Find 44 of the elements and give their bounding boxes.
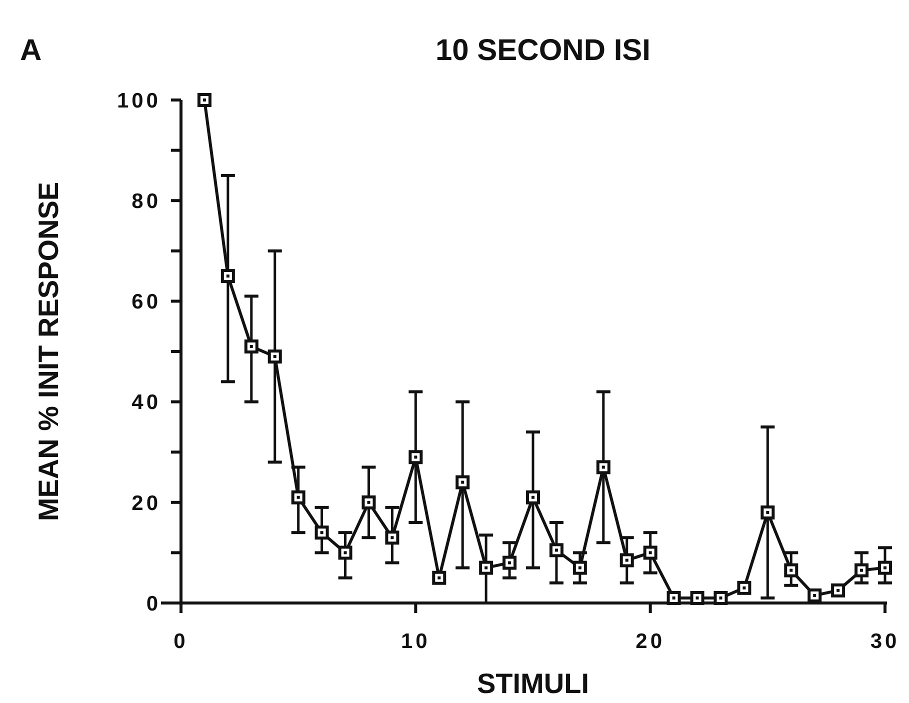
x-tick-label: 30 — [870, 630, 900, 653]
point — [831, 583, 846, 598]
point — [643, 546, 658, 560]
x-tick-label: 10 — [400, 630, 430, 653]
point — [549, 543, 564, 558]
point — [808, 588, 822, 602]
y-tick-label: 20 — [132, 492, 161, 515]
point — [784, 563, 798, 578]
point — [385, 530, 400, 545]
point — [596, 460, 610, 474]
y-tick-label: 40 — [132, 391, 161, 414]
point — [572, 560, 587, 575]
point — [362, 495, 376, 510]
x-axis-title: STIMULI — [477, 668, 589, 699]
point — [620, 553, 634, 568]
point — [456, 475, 470, 490]
y-tick-label: 60 — [132, 290, 161, 314]
point — [690, 590, 704, 605]
point — [338, 546, 352, 560]
point — [479, 560, 494, 575]
point — [268, 350, 282, 364]
y-axis-title: MEAN % INIT RESPONSE — [33, 182, 64, 522]
point — [502, 556, 517, 570]
point — [854, 563, 869, 578]
text: A — [20, 34, 42, 67]
y-tick-label: 100 — [116, 89, 161, 112]
point — [220, 269, 235, 284]
point — [714, 590, 728, 605]
point — [291, 490, 306, 504]
y-tick-label: 80 — [132, 190, 161, 213]
point — [432, 570, 446, 585]
point — [737, 580, 752, 595]
point — [408, 450, 423, 464]
point — [314, 526, 329, 540]
point — [760, 505, 775, 520]
point — [526, 490, 540, 504]
chart-title: 10 SECOND ISI — [435, 34, 651, 67]
x-tick-label: 0 — [174, 630, 188, 653]
y-tick-label: 0 — [146, 592, 161, 616]
x-tick-label: 20 — [636, 630, 666, 653]
point — [666, 590, 681, 605]
point — [244, 339, 258, 354]
point — [878, 560, 892, 575]
point — [197, 93, 212, 107]
